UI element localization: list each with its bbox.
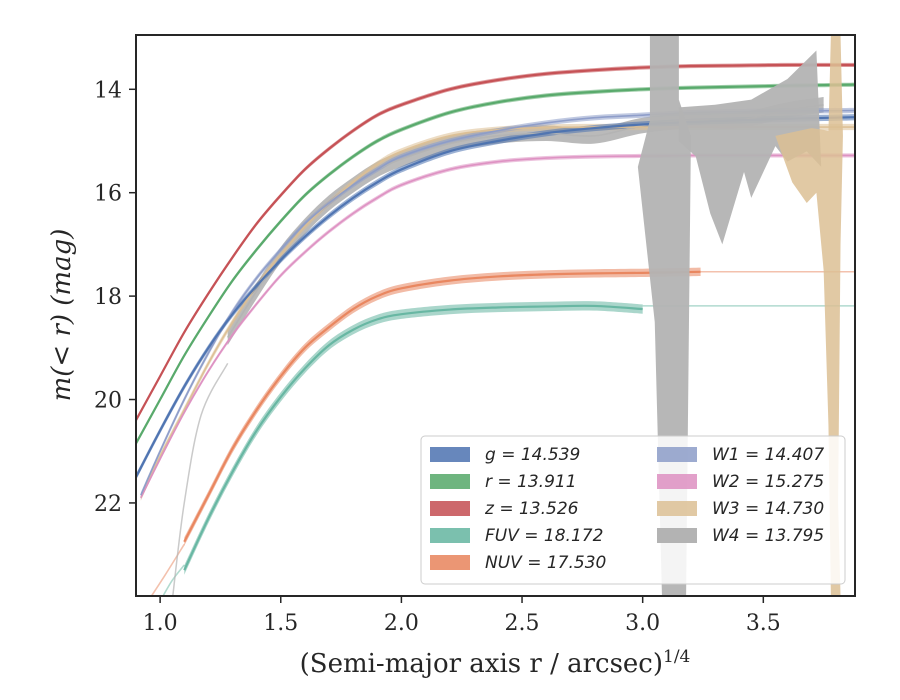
legend-swatch-w4 bbox=[657, 528, 697, 543]
x-axis-label-text: (Semi-major axis r / arcsec) bbox=[300, 649, 663, 679]
tail-w4 bbox=[172, 362, 229, 596]
legend-swatch-r bbox=[430, 474, 470, 489]
x-tick-label: 1.5 bbox=[263, 611, 298, 636]
legend-label-z: z = 13.526 bbox=[484, 499, 579, 519]
x-tick-label: 2.0 bbox=[384, 611, 419, 636]
legend-label-w1: W1 = 14.407 bbox=[712, 445, 824, 465]
x-tick-label: 1.0 bbox=[143, 611, 178, 636]
legend-label-nuv: NUV = 17.530 bbox=[485, 553, 606, 573]
y-tick-label: 14 bbox=[94, 78, 122, 103]
x-tick-label: 2.5 bbox=[505, 611, 540, 636]
legend-swatch-w3 bbox=[657, 501, 697, 516]
legend: g = 14.539 r = 13.911 z = 13.526 FUV = 18.1… bbox=[420, 435, 846, 585]
legend-label-w4: W4 = 13.795 bbox=[712, 526, 824, 546]
y-axis-ticks: 14 16 18 20 22 bbox=[94, 78, 136, 517]
y-tick-label: 22 bbox=[94, 492, 122, 517]
x-axis-ticks: 1.0 1.5 2.0 2.5 3.0 3.5 bbox=[143, 596, 781, 636]
legend-box bbox=[420, 435, 846, 585]
series-lines bbox=[136, 63, 855, 596]
x-tick-label: 3.0 bbox=[625, 611, 660, 636]
line-z bbox=[136, 63, 855, 421]
y-tick-label: 18 bbox=[94, 285, 122, 310]
x-axis-label: (Semi-major axis r / arcsec)1/4 bbox=[300, 647, 691, 679]
w3-dip bbox=[775, 35, 843, 596]
legend-swatch-w2 bbox=[657, 474, 697, 489]
x-tick-label: 3.5 bbox=[746, 611, 781, 636]
legend-swatch-fuv bbox=[430, 528, 470, 543]
band-nuv bbox=[184, 267, 701, 546]
y-axis-label: m(< r) (mag) bbox=[47, 229, 77, 402]
legend-swatch-nuv bbox=[430, 555, 470, 570]
y-tick-label: 20 bbox=[94, 389, 122, 414]
plot-frame bbox=[135, 34, 856, 597]
line-fuv bbox=[183, 304, 643, 571]
y-tick-label: 16 bbox=[94, 182, 122, 207]
legend-swatch-g bbox=[430, 447, 470, 462]
legend-label-w3: W3 = 14.730 bbox=[712, 499, 824, 519]
tail-fuv bbox=[162, 564, 185, 596]
line-nuv bbox=[183, 270, 701, 543]
legend-swatch-w1 bbox=[657, 447, 697, 462]
legend-label-w2: W2 = 15.275 bbox=[712, 472, 824, 492]
legend-swatch-z bbox=[430, 501, 470, 516]
legend-label-g: g = 14.539 bbox=[485, 445, 580, 465]
line-r bbox=[136, 83, 855, 444]
w4-wobble bbox=[678, 50, 822, 245]
x-axis-label-exponent: 1/4 bbox=[663, 647, 690, 667]
legend-label-r: r = 13.911 bbox=[485, 472, 577, 492]
legend-label-fuv: FUV = 18.172 bbox=[485, 526, 603, 546]
